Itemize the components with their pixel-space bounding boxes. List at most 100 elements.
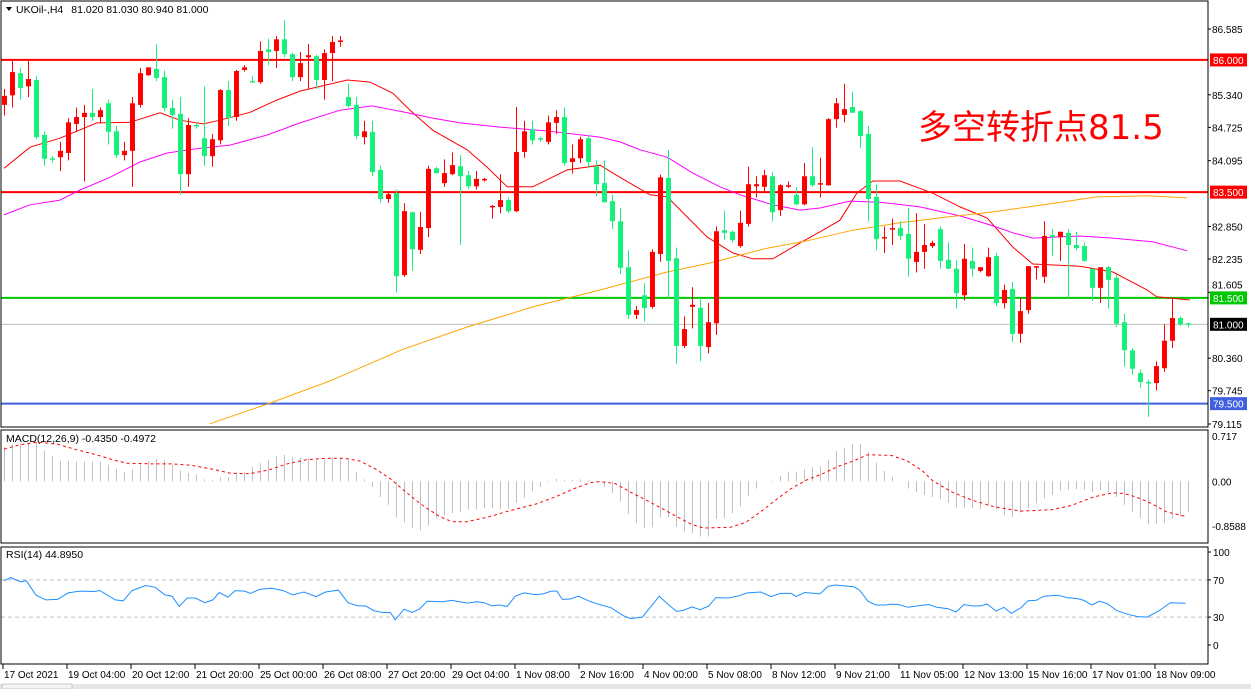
candle [826, 118, 831, 186]
candle-body [946, 259, 951, 269]
candle-body [890, 228, 895, 230]
candle-body [234, 71, 239, 118]
candle [954, 259, 959, 309]
candle [682, 316, 687, 349]
time-tick-label: 5 Nov 08:00 [708, 670, 762, 681]
candle-body [1066, 232, 1071, 246]
candle [962, 243, 967, 301]
moving-average-line-1 [3, 79, 1191, 301]
candle [930, 240, 935, 249]
candle [690, 287, 695, 329]
candle [570, 144, 575, 174]
time-tick-label: 18 Nov 09:00 [1156, 670, 1216, 681]
candle-body [346, 96, 351, 106]
candle-body [794, 194, 799, 205]
candle [98, 107, 103, 124]
candle-body [506, 200, 511, 212]
candle [978, 267, 983, 273]
candle [1178, 316, 1183, 326]
candle-body [874, 196, 879, 240]
candle-body [834, 103, 839, 120]
candle-body [266, 49, 271, 53]
candle-body [1002, 289, 1007, 304]
candle [306, 44, 311, 90]
candle-body [634, 310, 639, 315]
candle [666, 149, 671, 298]
candle-body [842, 109, 847, 115]
price-badge-label: 81.000 [1213, 320, 1244, 331]
chart-tab[interactable] [1, 683, 73, 689]
candle [1170, 297, 1175, 349]
candle [514, 106, 519, 213]
price-tick-label: 81.605 [1212, 280, 1243, 291]
candle-body [362, 131, 367, 138]
candle [842, 83, 847, 123]
candle-body [1114, 277, 1119, 324]
candle-body [754, 184, 759, 187]
candle-body [922, 245, 927, 252]
rsi-pane[interactable]: RSI(14) 44.8950 [0, 546, 1209, 665]
candle [818, 157, 823, 198]
candle-body [378, 169, 383, 200]
price-pane[interactable]: UKOil-,H4 81.020 81.030 80.940 81.000 多空转… [0, 0, 1209, 428]
candle [114, 126, 119, 158]
candle [586, 135, 591, 169]
candle-body [482, 178, 487, 181]
candle-body [98, 110, 103, 118]
price-tick-label: 84.095 [1212, 157, 1243, 168]
candle-body [154, 68, 159, 78]
candle-body [562, 117, 567, 164]
candle-body [698, 307, 703, 347]
candle [610, 194, 615, 230]
candle-body [906, 233, 911, 259]
candle-body [978, 267, 983, 271]
candle [298, 52, 303, 82]
candle [74, 107, 79, 132]
candle [314, 54, 319, 90]
candle-body [898, 228, 903, 237]
triangle-down-icon[interactable] [6, 7, 12, 11]
macd-pane[interactable]: MACD(12,26,9) -0.4350 -0.4972 [0, 429, 1209, 544]
candle-body [642, 295, 647, 308]
candle [906, 207, 911, 277]
candle [858, 110, 863, 149]
candle-body [1090, 268, 1095, 288]
candle [18, 67, 23, 100]
price-tick-label: 79.115 [1212, 420, 1242, 431]
candle [210, 133, 215, 167]
candle [778, 184, 783, 216]
candle-body [882, 237, 887, 239]
time-tick-label: 9 Nov 21:00 [836, 670, 890, 681]
candle-body [1186, 323, 1191, 325]
candle [1106, 266, 1111, 309]
candle [762, 169, 767, 193]
candle [82, 104, 87, 182]
candle-body [162, 77, 167, 109]
candle-body [434, 168, 439, 174]
horizontal-levels [1, 58, 1208, 405]
candle [714, 226, 719, 335]
candle [442, 159, 447, 187]
candle [898, 221, 903, 240]
candle [1026, 266, 1031, 314]
rsi-axis: 100 70 30 0 [1207, 547, 1230, 664]
candle [914, 213, 919, 273]
candle [1154, 361, 1159, 391]
candle-body [666, 177, 671, 261]
candle-body [394, 193, 399, 277]
bottom-tab-strip[interactable] [0, 684, 1251, 689]
candle-body [474, 178, 479, 187]
candle [1058, 231, 1063, 261]
candle [186, 118, 191, 187]
candle-body [242, 67, 247, 70]
candle-body [1034, 266, 1039, 268]
price-axis: 86.585 85.340 84.725 84.095 82.850 82.235 81.6… [1207, 1, 1247, 431]
price-tick-label: 82.235 [1212, 255, 1243, 266]
candle-body [298, 63, 303, 78]
candle [834, 98, 839, 128]
candle-body [682, 329, 687, 347]
candle-body [530, 129, 535, 141]
candle-body [66, 122, 71, 153]
candle [346, 83, 351, 108]
